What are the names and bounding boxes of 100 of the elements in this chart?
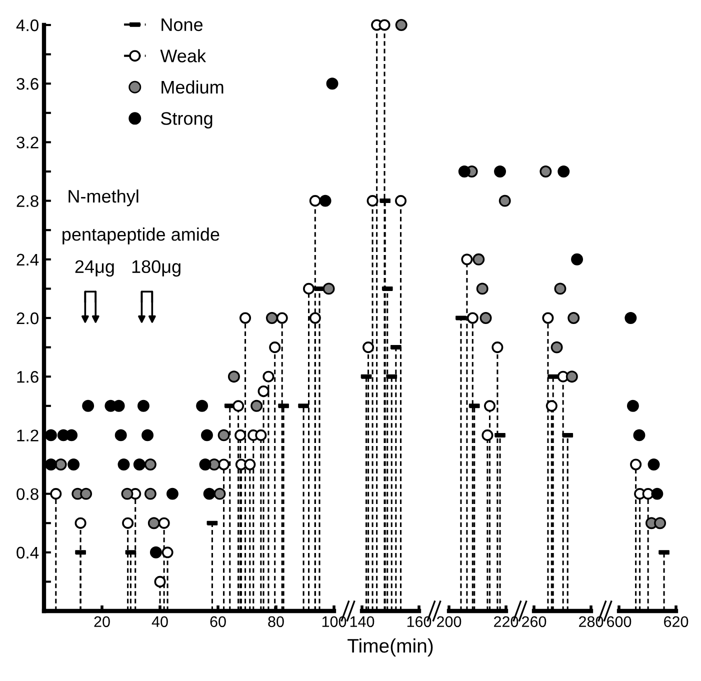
point: [568, 312, 580, 324]
y-tick-label: 2.0: [16, 312, 38, 324]
point: [218, 429, 230, 442]
point: [461, 254, 473, 266]
point: [133, 458, 146, 470]
point: [472, 253, 485, 266]
point: [494, 166, 506, 178]
point: [158, 517, 170, 529]
point: [322, 282, 335, 295]
x-tick-label: 260: [522, 616, 546, 628]
point: [492, 342, 504, 354]
y-tick-label: 0.8: [16, 488, 38, 500]
legend-label: Weak: [160, 49, 206, 62]
point: [232, 400, 244, 412]
x-tick-label: 200: [437, 616, 462, 628]
point: [203, 488, 216, 500]
point: [218, 458, 230, 470]
point: [255, 429, 267, 441]
annotation: pentapeptide amide: [62, 228, 220, 244]
point: [550, 341, 563, 354]
point: [630, 458, 642, 470]
point: [137, 400, 150, 412]
point: [458, 166, 470, 178]
point: [122, 517, 134, 529]
point: [50, 488, 62, 500]
point: [80, 488, 92, 500]
y-tick-label: 0.4: [16, 546, 39, 559]
point: [394, 195, 407, 207]
point: [244, 458, 256, 470]
y-tick-label: 3.6: [16, 78, 38, 90]
point: [480, 312, 492, 324]
point: [366, 195, 378, 207]
annotation: 180μg: [132, 260, 180, 277]
point: [309, 312, 321, 324]
x-tick-label: 280: [579, 616, 604, 628]
point: [571, 253, 584, 266]
x-tick-label: 20: [94, 616, 110, 628]
y-tick-label: 1.2: [17, 430, 38, 442]
x-tick-label: 600: [607, 616, 632, 628]
point: [540, 166, 552, 178]
point: [654, 517, 666, 530]
y-tick-label: 1.6: [17, 371, 38, 383]
point: [326, 78, 338, 90]
point: [68, 458, 80, 470]
point: [162, 546, 174, 558]
point: [624, 312, 637, 324]
point: [166, 488, 178, 500]
point: [269, 342, 281, 354]
point: [214, 488, 226, 500]
point: [114, 429, 127, 442]
point: [144, 488, 156, 500]
x-tick-label: 100: [322, 616, 346, 628]
x-tick-label: 40: [152, 616, 168, 628]
point: [633, 429, 646, 442]
point: [54, 458, 67, 470]
point: [498, 194, 511, 207]
point: [651, 488, 664, 500]
point: [542, 312, 554, 324]
y-tick-label: 2.4: [16, 254, 39, 266]
point: [196, 400, 208, 412]
x-tick-label: 60: [210, 616, 226, 628]
y-tick-label: 4.0: [16, 19, 38, 32]
point: [142, 429, 154, 442]
point: [558, 166, 570, 178]
legend-label: Strong: [160, 112, 212, 128]
point: [266, 312, 278, 324]
point: [258, 385, 270, 398]
point: [44, 429, 57, 442]
point: [118, 458, 130, 470]
point: [554, 282, 566, 295]
point: [82, 400, 94, 412]
point: [154, 576, 166, 588]
point: [150, 546, 162, 558]
x-tick-label: 620: [664, 616, 688, 628]
legend-label: Medium: [162, 80, 224, 94]
point: [648, 458, 660, 470]
annotation: N-methyl: [68, 189, 138, 206]
point: [482, 429, 494, 441]
point: [234, 429, 246, 441]
point: [276, 312, 288, 324]
annotation: 24μg: [75, 260, 114, 277]
point: [484, 400, 496, 412]
x-tick-label: 140: [350, 616, 374, 628]
point: [228, 370, 240, 383]
point: [250, 400, 263, 412]
x-tick-label: 220: [494, 616, 518, 628]
point: [309, 195, 321, 207]
point: [74, 517, 86, 529]
point: [466, 312, 478, 324]
x-axis-title: Time(min): [348, 638, 433, 657]
legend-label: None: [162, 18, 203, 32]
point: [566, 370, 578, 383]
point: [239, 312, 252, 324]
point: [303, 282, 315, 294]
y-tick-label: 2.8: [16, 195, 38, 208]
x-tick-label: 80: [268, 616, 284, 628]
point: [319, 194, 332, 207]
x-tick-label: 160: [407, 616, 432, 628]
point: [262, 370, 274, 382]
point: [626, 400, 639, 412]
